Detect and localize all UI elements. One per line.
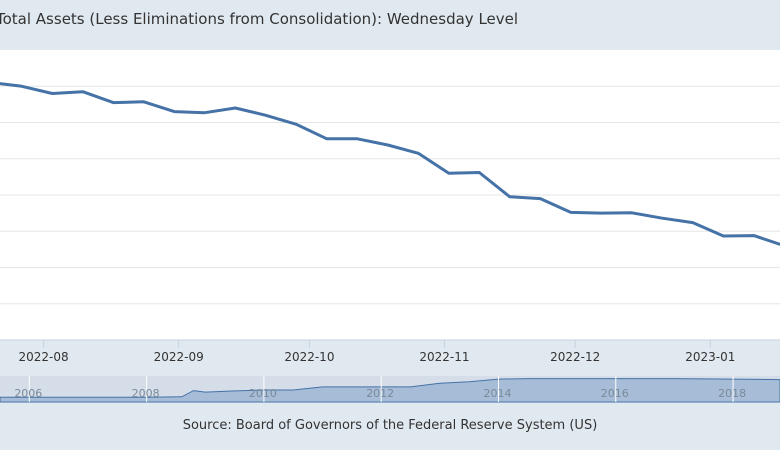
navigator-label: 2014 [483, 387, 511, 400]
x-axis-ticks: 2022-08 2022-09 2022-10 2022-11 2022-12 2023-… [19, 340, 735, 364]
x-tick-label: 2022-09 [154, 350, 204, 364]
grid-lines [0, 85, 780, 305]
line-chart[interactable]: 2022-08 2022-09 2022-10 2022-11 2022-12 2023-… [0, 0, 780, 408]
navigator-label: 2016 [601, 387, 629, 400]
source-note: Source: Board of Governors of the Federa… [0, 408, 780, 448]
x-tick-label: 2022-12 [550, 350, 600, 364]
navigator-label: 2018 [718, 387, 746, 400]
navigator-label: 2010 [249, 387, 277, 400]
navigator-label: 2006 [14, 387, 42, 400]
x-tick-label: 2022-10 [284, 350, 334, 364]
navigator-label: 2012 [366, 387, 394, 400]
navigator-label: 2008 [132, 387, 160, 400]
source-text: Source: Board of Governors of the Federa… [182, 418, 598, 433]
chart-title-bar: Total Assets (Less Eliminations from Con… [0, 0, 780, 50]
series-line[interactable] [0, 82, 780, 246]
chart-title: Total Assets (Less Eliminations from Con… [0, 10, 519, 28]
x-tick-label: 2022-08 [19, 350, 69, 364]
x-tick-label: 2023-01 [685, 350, 735, 364]
navigator-area [0, 378, 780, 403]
range-navigator[interactable]: 2006 2008 2010 2012 2014 2016 2018 [0, 376, 780, 403]
navigator-labels: 2006 2008 2010 2012 2014 2016 2018 [14, 376, 746, 402]
x-tick-label: 2022-11 [419, 350, 469, 364]
